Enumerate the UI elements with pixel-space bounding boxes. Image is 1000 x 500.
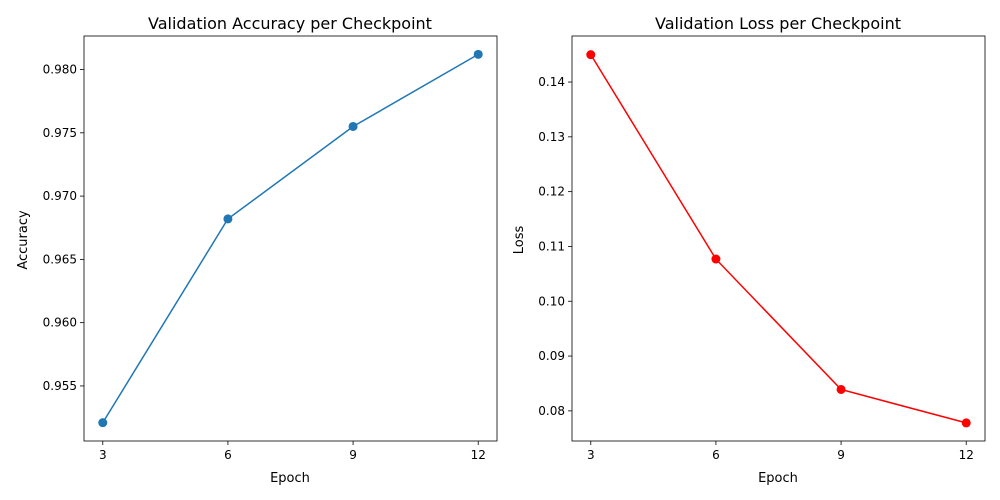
loss-x-axis-label: Epoch	[758, 471, 798, 486]
loss-y-tick-label: 0.10	[538, 294, 565, 308]
accuracy-data-point	[223, 214, 233, 224]
accuracy-chart: Validation Accuracy per Checkpoint Epoch…	[16, 14, 498, 486]
loss-data-point	[961, 418, 971, 428]
accuracy-y-tick-label: 0.980	[43, 63, 77, 77]
loss-x-tick-label: 3	[587, 448, 595, 462]
loss-data-point	[586, 50, 596, 60]
accuracy-y-tick-label: 0.975	[43, 126, 77, 140]
loss-series-line	[590, 54, 967, 424]
accuracy-x-tick-label: 9	[349, 448, 357, 462]
loss-y-axis-label: Loss	[512, 226, 527, 255]
loss-y-tick-label: 0.12	[538, 185, 565, 199]
accuracy-plot-area	[83, 35, 498, 442]
accuracy-x-axis-label: Epoch	[270, 471, 310, 486]
loss-y-tick-label: 0.09	[538, 349, 565, 363]
loss-x-tick-label: 6	[712, 448, 720, 462]
loss-y-tick-label: 0.13	[538, 130, 565, 144]
loss-chart: Validation Loss per Checkpoint Epoch Los…	[512, 14, 986, 486]
accuracy-x-tick-label: 12	[471, 448, 486, 462]
loss-y-tick-label: 0.14	[538, 75, 565, 89]
loss-plot-area	[571, 35, 986, 442]
accuracy-y-tick-label: 0.965	[43, 252, 77, 266]
accuracy-data-point	[473, 49, 483, 59]
loss-y-tick-label: 0.11	[538, 239, 565, 253]
loss-data-point	[711, 254, 721, 264]
accuracy-y-axis-label: Accuracy	[16, 210, 31, 270]
loss-y-tick-label: 0.08	[538, 404, 565, 418]
loss-chart-title: Validation Loss per Checkpoint	[655, 14, 901, 33]
loss-data-point	[836, 384, 846, 394]
accuracy-y-tick-label: 0.970	[43, 189, 77, 203]
accuracy-x-tick-label: 6	[224, 448, 232, 462]
loss-x-tick-label: 9	[837, 448, 845, 462]
accuracy-y-tick-label: 0.955	[43, 379, 77, 393]
loss-x-tick-label: 12	[959, 448, 974, 462]
accuracy-data-point	[348, 121, 358, 131]
accuracy-x-tick-label: 3	[99, 448, 107, 462]
accuracy-chart-title: Validation Accuracy per Checkpoint	[148, 14, 432, 33]
accuracy-series-line	[102, 53, 479, 423]
accuracy-data-point	[98, 418, 108, 428]
accuracy-y-tick-label: 0.960	[43, 316, 77, 330]
